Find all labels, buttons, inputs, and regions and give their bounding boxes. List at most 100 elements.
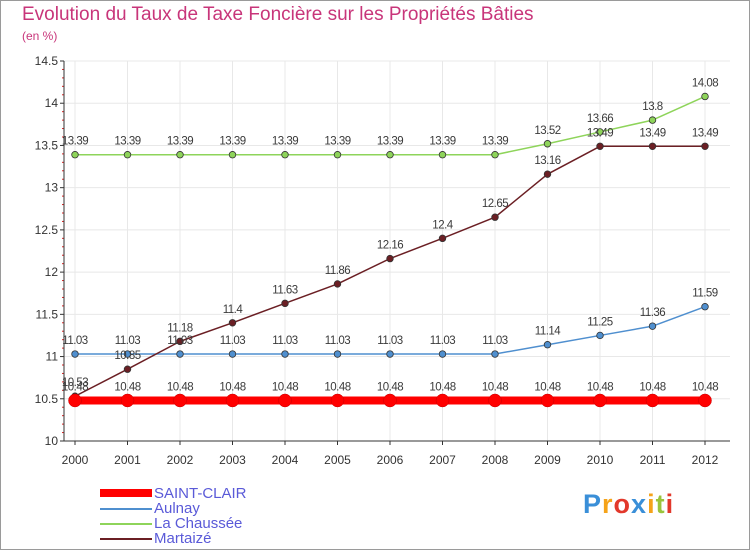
data-point: [596, 142, 604, 150]
data-point: [173, 393, 187, 408]
data-label: 13.8: [642, 101, 662, 113]
data-point: [596, 128, 604, 136]
data-label: 10.85: [114, 350, 140, 362]
data-point: [333, 280, 342, 288]
x-tick-label: 2002: [167, 453, 194, 467]
data-label: 10.48: [482, 381, 508, 393]
data-point: [120, 393, 135, 408]
x-tick-label: 2005: [324, 453, 351, 467]
data-point: [71, 151, 79, 159]
data-label: 13.49: [692, 127, 718, 139]
data-point: [333, 151, 342, 159]
data-label: 13.39: [377, 136, 403, 148]
data-label: 13.66: [587, 113, 613, 125]
y-tick-label: 10: [45, 434, 59, 448]
data-label: 11.03: [325, 335, 351, 347]
data-label: 13.52: [534, 125, 560, 137]
data-point: [438, 151, 447, 159]
y-tick-label: 11: [46, 350, 59, 364]
y-tick-label: 12.5: [35, 223, 59, 237]
logo-letter: i: [665, 489, 675, 519]
data-label: 11.18: [167, 322, 193, 334]
logo-letter: P: [583, 489, 603, 519]
data-point: [386, 350, 394, 358]
data-point: [386, 151, 394, 159]
data-label: 10.48: [692, 381, 718, 393]
y-tick-label: 11.5: [36, 307, 59, 321]
data-label: 12.65: [482, 198, 508, 210]
data-point: [123, 365, 132, 373]
data-point: [228, 319, 237, 327]
data-point: [281, 350, 289, 358]
y-tick-label: 13: [45, 181, 59, 195]
data-point: [701, 303, 709, 311]
grid-layer: [64, 60, 730, 442]
data-point: [701, 142, 709, 150]
x-tick-label: 2011: [640, 453, 666, 467]
data-point: [491, 213, 499, 221]
logo-letter: o: [613, 489, 632, 519]
legend-swatch-martaize: [100, 538, 152, 540]
data-point: [176, 151, 184, 159]
data-label: 11.03: [482, 335, 508, 347]
data-label: 10.48: [324, 381, 350, 393]
data-label: 10.48: [534, 381, 560, 393]
legend-label: SAINT-CLAIR: [154, 485, 247, 502]
data-point: [278, 393, 292, 408]
legend-swatch-saint-clair: [100, 489, 152, 497]
data-label: 13.39: [272, 136, 298, 148]
x-tick-label: 2001: [114, 453, 141, 467]
x-tick-label: 2003: [219, 453, 246, 467]
data-label: 11.03: [62, 335, 88, 347]
x-tick-label: 2010: [587, 453, 614, 467]
x-tick-label: 2006: [377, 453, 404, 467]
chart-title: Evolution du Taux de Taxe Foncière sur l…: [22, 4, 534, 25]
data-point: [68, 393, 82, 408]
y-tick-label: 14.5: [35, 54, 59, 68]
axis-layer: 10 10.5 11 11.5 12 12.5 13 13.5 14 14.5 2000 2001 20…: [35, 54, 730, 467]
y-unit-label: (en %): [22, 29, 58, 43]
data-point: [123, 151, 132, 159]
data-point: [438, 234, 447, 243]
data-label: 11.14: [535, 326, 562, 338]
data-point: [648, 116, 657, 124]
data-point: [176, 350, 184, 358]
series-layer: [68, 92, 712, 408]
data-point: [333, 350, 342, 358]
data-point: [596, 331, 604, 340]
data-label: 14.08: [692, 77, 718, 89]
data-point: [543, 140, 552, 148]
data-point: [543, 341, 552, 349]
data-point: [228, 350, 237, 358]
data-label: 13.39: [482, 136, 508, 148]
data-point: [491, 350, 499, 358]
data-label: 11.59: [692, 288, 718, 300]
legend-swatch-la-chaussee: [100, 523, 152, 525]
x-tick-label: 2004: [272, 453, 299, 467]
data-label: 13.39: [324, 136, 350, 148]
legend-label: Aulnay: [154, 500, 200, 517]
data-label: 12.16: [377, 240, 403, 252]
x-tick-label: 2008: [482, 453, 509, 467]
y-tick-label: 12: [45, 265, 59, 279]
data-point: [123, 350, 132, 358]
data-label: 13.39: [62, 136, 88, 148]
data-point: [228, 151, 237, 159]
legend-swatch-aulnay: [100, 508, 152, 510]
data-point: [540, 393, 555, 408]
data-point: [698, 393, 712, 408]
logo-letter: i: [647, 489, 656, 519]
data-label: 10.48: [429, 381, 455, 393]
logo-letter: x: [631, 489, 648, 519]
data-point: [176, 337, 184, 346]
data-point: [71, 350, 79, 358]
data-label: 11.03: [272, 335, 298, 347]
data-label: 11.03: [430, 335, 456, 347]
data-label: 13.39: [219, 136, 245, 148]
data-label: 11.36: [640, 307, 666, 319]
y-tick-label: 13.5: [35, 138, 59, 152]
data-label: 10.48: [114, 381, 140, 393]
x-tick-label: 2012: [692, 453, 719, 467]
data-label: 10.48: [639, 381, 665, 393]
